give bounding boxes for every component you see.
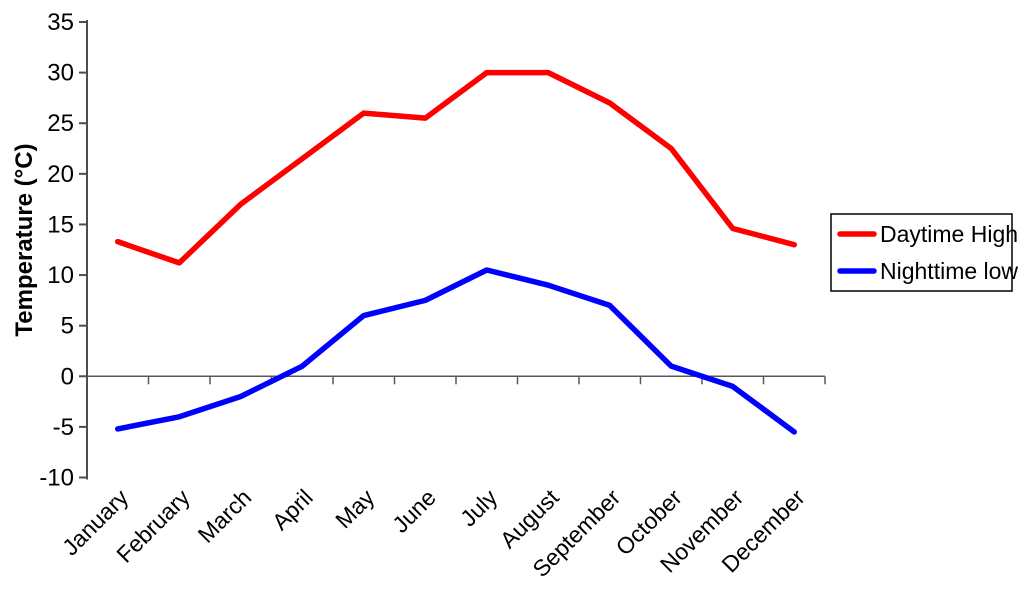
legend-label-daytime-high: Daytime High — [880, 221, 1018, 247]
y-tick-label: 35 — [47, 9, 74, 36]
x-category-label: July — [455, 484, 503, 532]
y-tick-label: 5 — [61, 313, 74, 340]
y-tick-label: 25 — [47, 110, 74, 137]
series-line-daytime-high — [115, 69, 797, 266]
legend-label-nighttime-low: Nighttime low — [880, 258, 1018, 284]
x-category-label: March — [193, 484, 257, 548]
y-tick-label: -10 — [39, 465, 74, 492]
y-tick-label: 30 — [47, 60, 74, 87]
x-category-label: June — [387, 484, 441, 538]
legend-box — [830, 213, 1013, 292]
y-tick-label: 20 — [47, 161, 74, 188]
y-axis-title: Temperature (°C) — [11, 143, 38, 336]
y-tick-label: -5 — [53, 414, 74, 441]
y-tick-label: 15 — [47, 211, 74, 238]
y-tick-label: 10 — [47, 262, 74, 289]
series-line-nighttime-low — [115, 267, 797, 435]
x-category-label: May — [330, 484, 379, 533]
x-category-label: April — [267, 484, 318, 535]
y-tick-label: 0 — [61, 363, 74, 390]
